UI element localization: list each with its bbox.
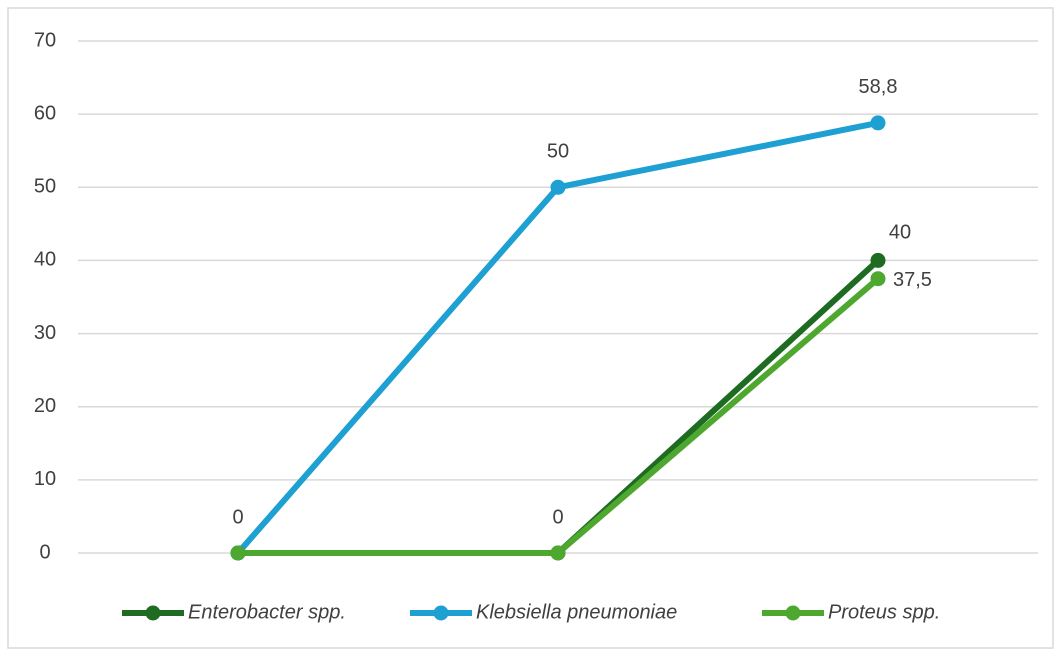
legend-label: Enterobacter spp.: [188, 601, 346, 623]
data-point: [870, 115, 886, 131]
legend-label: Proteus spp.: [828, 601, 940, 623]
legend-marker: [145, 605, 161, 621]
legend-marker: [785, 605, 801, 621]
data-label: 37,5: [893, 269, 932, 291]
data-point: [870, 252, 886, 268]
data-label: 0: [232, 506, 243, 528]
y-tick-label: 60: [34, 102, 56, 124]
y-tick-label: 0: [39, 541, 50, 563]
data-point: [870, 271, 886, 287]
legend-marker: [433, 605, 449, 621]
data-point: [550, 545, 566, 561]
y-tick-label: 50: [34, 176, 56, 198]
data-label: 0: [552, 506, 563, 528]
legend-label: Klebsiella pneumoniae: [476, 601, 677, 623]
y-tick-label: 40: [34, 249, 56, 271]
data-label: 58,8: [859, 76, 898, 98]
data-point: [230, 545, 246, 561]
data-point: [550, 179, 566, 195]
y-tick-label: 30: [34, 322, 56, 344]
data-label: 40: [889, 222, 911, 244]
y-tick-label: 10: [34, 468, 56, 490]
data-label: 50: [547, 141, 569, 163]
y-tick-label: 70: [34, 29, 56, 51]
y-tick-label: 20: [34, 395, 56, 417]
